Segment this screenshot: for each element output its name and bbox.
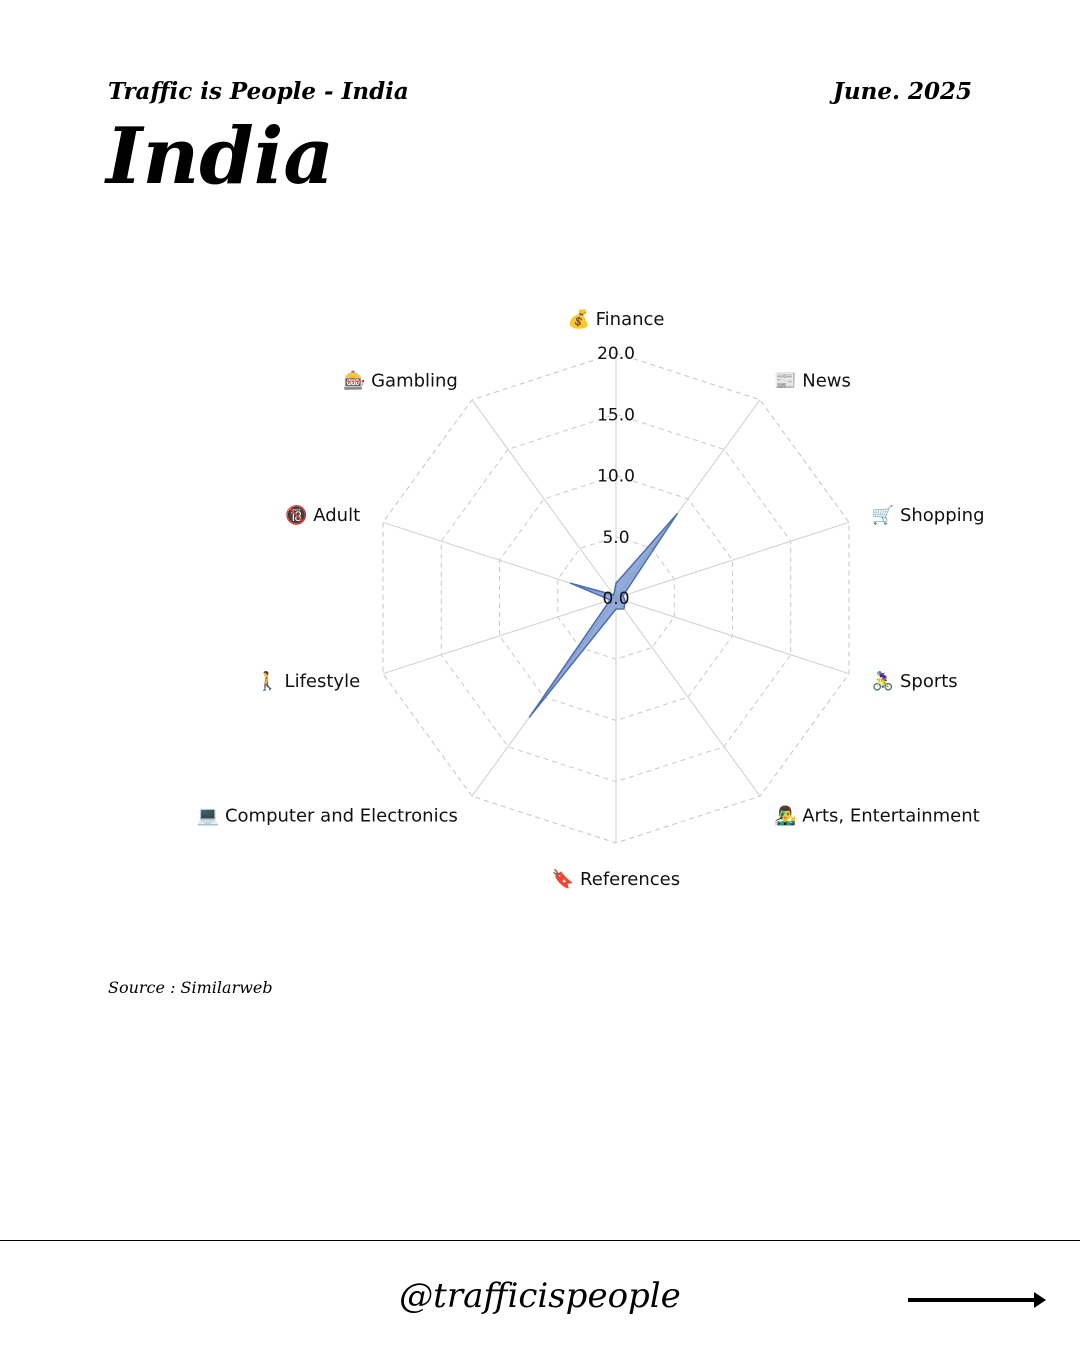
category-label: 📰 News xyxy=(774,370,851,391)
category-label: 🔞 Adult xyxy=(285,504,360,526)
page-title: India xyxy=(106,111,334,202)
grid-spoke xyxy=(382,597,617,675)
tick-label: 20.0 xyxy=(597,344,635,364)
category-label: 💻 Computer and Electronics xyxy=(197,806,458,827)
category-label: 🛒 Shopping xyxy=(872,504,985,526)
tick-label: 15.0 xyxy=(597,405,635,425)
grid-spoke xyxy=(471,399,617,599)
header-series-title: Traffic is People - India xyxy=(108,78,409,105)
category-label: 👨‍🎤 Arts, Entertainment xyxy=(774,805,980,827)
tick-label: 10.0 xyxy=(597,467,635,487)
category-label: 🎰 Gambling xyxy=(343,369,458,391)
source-note: Source : Similarweb xyxy=(108,978,273,997)
next-arrow-icon[interactable] xyxy=(906,1286,1048,1314)
category-label: 🔖 References xyxy=(552,868,680,890)
social-handle: @trafficispeople xyxy=(399,1276,681,1316)
category-label: 🚶 Lifestyle xyxy=(256,670,360,692)
grid-spoke xyxy=(615,597,850,675)
category-label: 🚴‍♀️ Sports xyxy=(872,670,958,692)
header-date: June. 2025 xyxy=(833,78,972,105)
tick-label: 0.0 xyxy=(602,589,629,609)
grid-spoke xyxy=(615,597,761,797)
grid-spoke xyxy=(615,521,850,599)
tick-label: 5.0 xyxy=(602,528,629,548)
category-label: 💰 Finance xyxy=(568,308,665,330)
footer-divider xyxy=(0,1240,1080,1241)
series-area xyxy=(528,513,678,718)
